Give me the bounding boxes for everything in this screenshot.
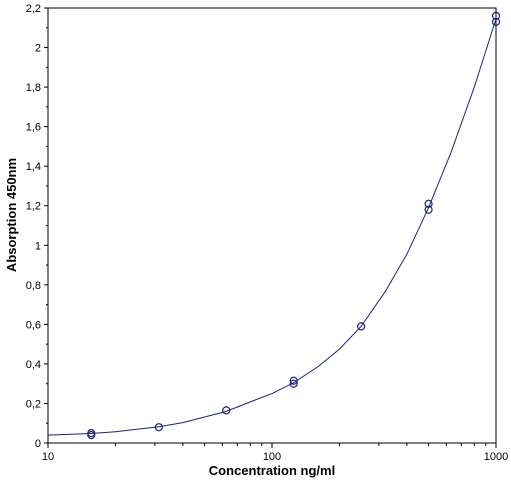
x-tick-label: 1000 [484, 451, 508, 463]
data-point [154, 423, 163, 432]
fit-curve [47, 18, 497, 436]
ticks [44, 7, 497, 448]
data-point [289, 379, 298, 388]
y-axis-title: Absorption 450nm [4, 158, 19, 272]
plot-area [47, 7, 497, 444]
data-point [491, 17, 501, 26]
data-point [491, 11, 501, 21]
y-tick-label: 1,6 [26, 122, 41, 134]
y-tick-label: 1,2 [26, 201, 41, 213]
x-tick-label: 10 [42, 451, 54, 463]
data-point [87, 429, 96, 438]
data-point [424, 199, 433, 208]
data-point [424, 205, 433, 214]
x-tick-label: 100 [263, 451, 281, 463]
y-tick-label: 0 [35, 438, 41, 450]
tick-labels: 0 0,2 0,4 0,6 0,8 1 1,2 1,4 1,6 1,8 2 2,2 10 100 1000 [26, 3, 509, 463]
x-axis-title: Concentration ng/ml [209, 463, 335, 478]
y-tick-label: 0,2 [26, 398, 41, 410]
y-tick-label: 1,4 [26, 161, 41, 173]
data-points [87, 11, 501, 440]
y-tick-label: 0,8 [26, 280, 41, 292]
y-tick-label: 2 [35, 43, 41, 55]
y-tick-label: 1 [35, 240, 41, 252]
data-point [289, 376, 298, 385]
y-tick-label: 0,4 [26, 359, 41, 371]
y-tick-label: 1,8 [26, 82, 41, 94]
y-tick-label: 2,2 [26, 3, 41, 15]
data-point [222, 406, 231, 415]
data-point [357, 322, 366, 331]
y-tick-label: 0,6 [26, 319, 41, 331]
